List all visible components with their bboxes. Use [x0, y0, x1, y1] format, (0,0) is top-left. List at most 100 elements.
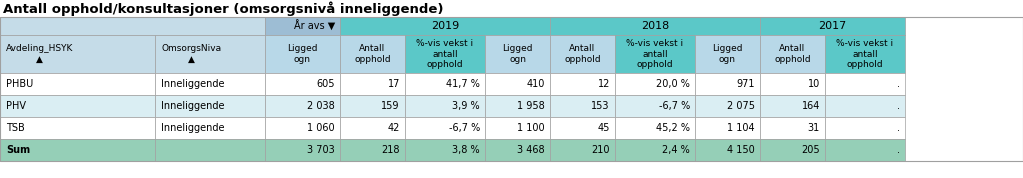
Text: 3,8 %: 3,8 %	[452, 145, 480, 155]
Text: 1 958: 1 958	[518, 101, 545, 111]
Text: Antall
opphold: Antall opphold	[774, 44, 811, 64]
Bar	[550, 95, 615, 117]
Text: 2,4 %: 2,4 %	[662, 145, 690, 155]
Bar	[265, 73, 340, 95]
Bar	[265, 95, 340, 117]
Text: 2 038: 2 038	[307, 101, 335, 111]
Text: .: .	[897, 79, 900, 89]
Bar	[825, 73, 905, 95]
Bar	[695, 139, 760, 161]
Bar	[550, 73, 615, 95]
Bar	[155, 73, 265, 95]
Text: 605: 605	[316, 79, 335, 89]
Bar	[615, 95, 695, 117]
Bar	[265, 17, 340, 35]
Text: 42: 42	[388, 123, 400, 133]
Text: 45,2 %: 45,2 %	[656, 123, 690, 133]
Bar	[405, 73, 485, 95]
Text: -6,7 %: -6,7 %	[659, 101, 690, 111]
Bar	[760, 17, 905, 35]
Text: Inneliggende: Inneliggende	[162, 79, 225, 89]
Bar	[155, 117, 265, 139]
Text: %-vis vekst i
antall
opphold: %-vis vekst i antall opphold	[416, 39, 474, 69]
Text: 1 100: 1 100	[518, 123, 545, 133]
Bar	[340, 117, 405, 139]
Bar	[615, 117, 695, 139]
Text: -6,7 %: -6,7 %	[449, 123, 480, 133]
Bar	[615, 35, 695, 73]
Text: 1 060: 1 060	[307, 123, 335, 133]
Bar	[485, 95, 550, 117]
Bar	[760, 35, 825, 73]
Bar	[405, 139, 485, 161]
Text: 12: 12	[597, 79, 610, 89]
Text: Ligged
ogn: Ligged ogn	[287, 44, 318, 64]
Text: 971: 971	[737, 79, 755, 89]
Bar	[695, 117, 760, 139]
Bar	[265, 117, 340, 139]
Text: Avdeling_HSYK
▲: Avdeling_HSYK ▲	[6, 44, 74, 64]
Text: 4 150: 4 150	[727, 145, 755, 155]
Bar	[760, 73, 825, 95]
Bar	[340, 17, 550, 35]
Bar	[405, 117, 485, 139]
Bar	[485, 117, 550, 139]
Text: 164: 164	[801, 101, 819, 111]
Bar	[340, 139, 405, 161]
Text: 2018: 2018	[640, 21, 669, 31]
Bar	[340, 73, 405, 95]
Text: TSB: TSB	[6, 123, 25, 133]
Text: 3,9 %: 3,9 %	[452, 101, 480, 111]
Text: 153: 153	[591, 101, 610, 111]
Bar	[695, 73, 760, 95]
Text: PHV: PHV	[6, 101, 27, 111]
Bar	[825, 139, 905, 161]
Text: 45: 45	[597, 123, 610, 133]
Text: Ligged
ogn: Ligged ogn	[712, 44, 743, 64]
Text: År avs ▼: År avs ▼	[294, 20, 335, 32]
Bar	[760, 95, 825, 117]
Text: .: .	[897, 123, 900, 133]
Text: 2019: 2019	[431, 21, 459, 31]
Bar	[760, 139, 825, 161]
Text: 17: 17	[388, 79, 400, 89]
Text: PHBU: PHBU	[6, 79, 34, 89]
Text: 218: 218	[382, 145, 400, 155]
Bar	[485, 35, 550, 73]
Bar	[615, 73, 695, 95]
Text: 1 104: 1 104	[727, 123, 755, 133]
Bar	[825, 35, 905, 73]
Bar	[0, 139, 155, 161]
Bar	[615, 139, 695, 161]
Bar	[695, 35, 760, 73]
Bar	[825, 95, 905, 117]
Text: 2 075: 2 075	[727, 101, 755, 111]
Bar	[760, 117, 825, 139]
Text: Antall
opphold: Antall opphold	[354, 44, 391, 64]
Text: 205: 205	[801, 145, 819, 155]
Text: .: .	[897, 145, 900, 155]
Bar	[485, 73, 550, 95]
Bar	[0, 95, 155, 117]
Text: 210: 210	[591, 145, 610, 155]
Bar	[155, 95, 265, 117]
Bar	[550, 139, 615, 161]
Text: 20,0 %: 20,0 %	[656, 79, 690, 89]
Text: 31: 31	[807, 123, 819, 133]
Text: 2017: 2017	[818, 21, 847, 31]
Bar	[265, 35, 340, 73]
Text: 410: 410	[527, 79, 545, 89]
Text: 10: 10	[807, 79, 819, 89]
Text: OmsorgsNiva
▲: OmsorgsNiva ▲	[162, 44, 221, 64]
Text: 159: 159	[382, 101, 400, 111]
Bar	[340, 35, 405, 73]
Bar	[405, 35, 485, 73]
Bar	[0, 17, 265, 35]
Bar	[155, 35, 265, 73]
Text: 3 703: 3 703	[307, 145, 335, 155]
Text: 3 468: 3 468	[518, 145, 545, 155]
Bar	[695, 95, 760, 117]
Text: 41,7 %: 41,7 %	[446, 79, 480, 89]
Bar	[550, 35, 615, 73]
Bar	[0, 0, 1023, 17]
